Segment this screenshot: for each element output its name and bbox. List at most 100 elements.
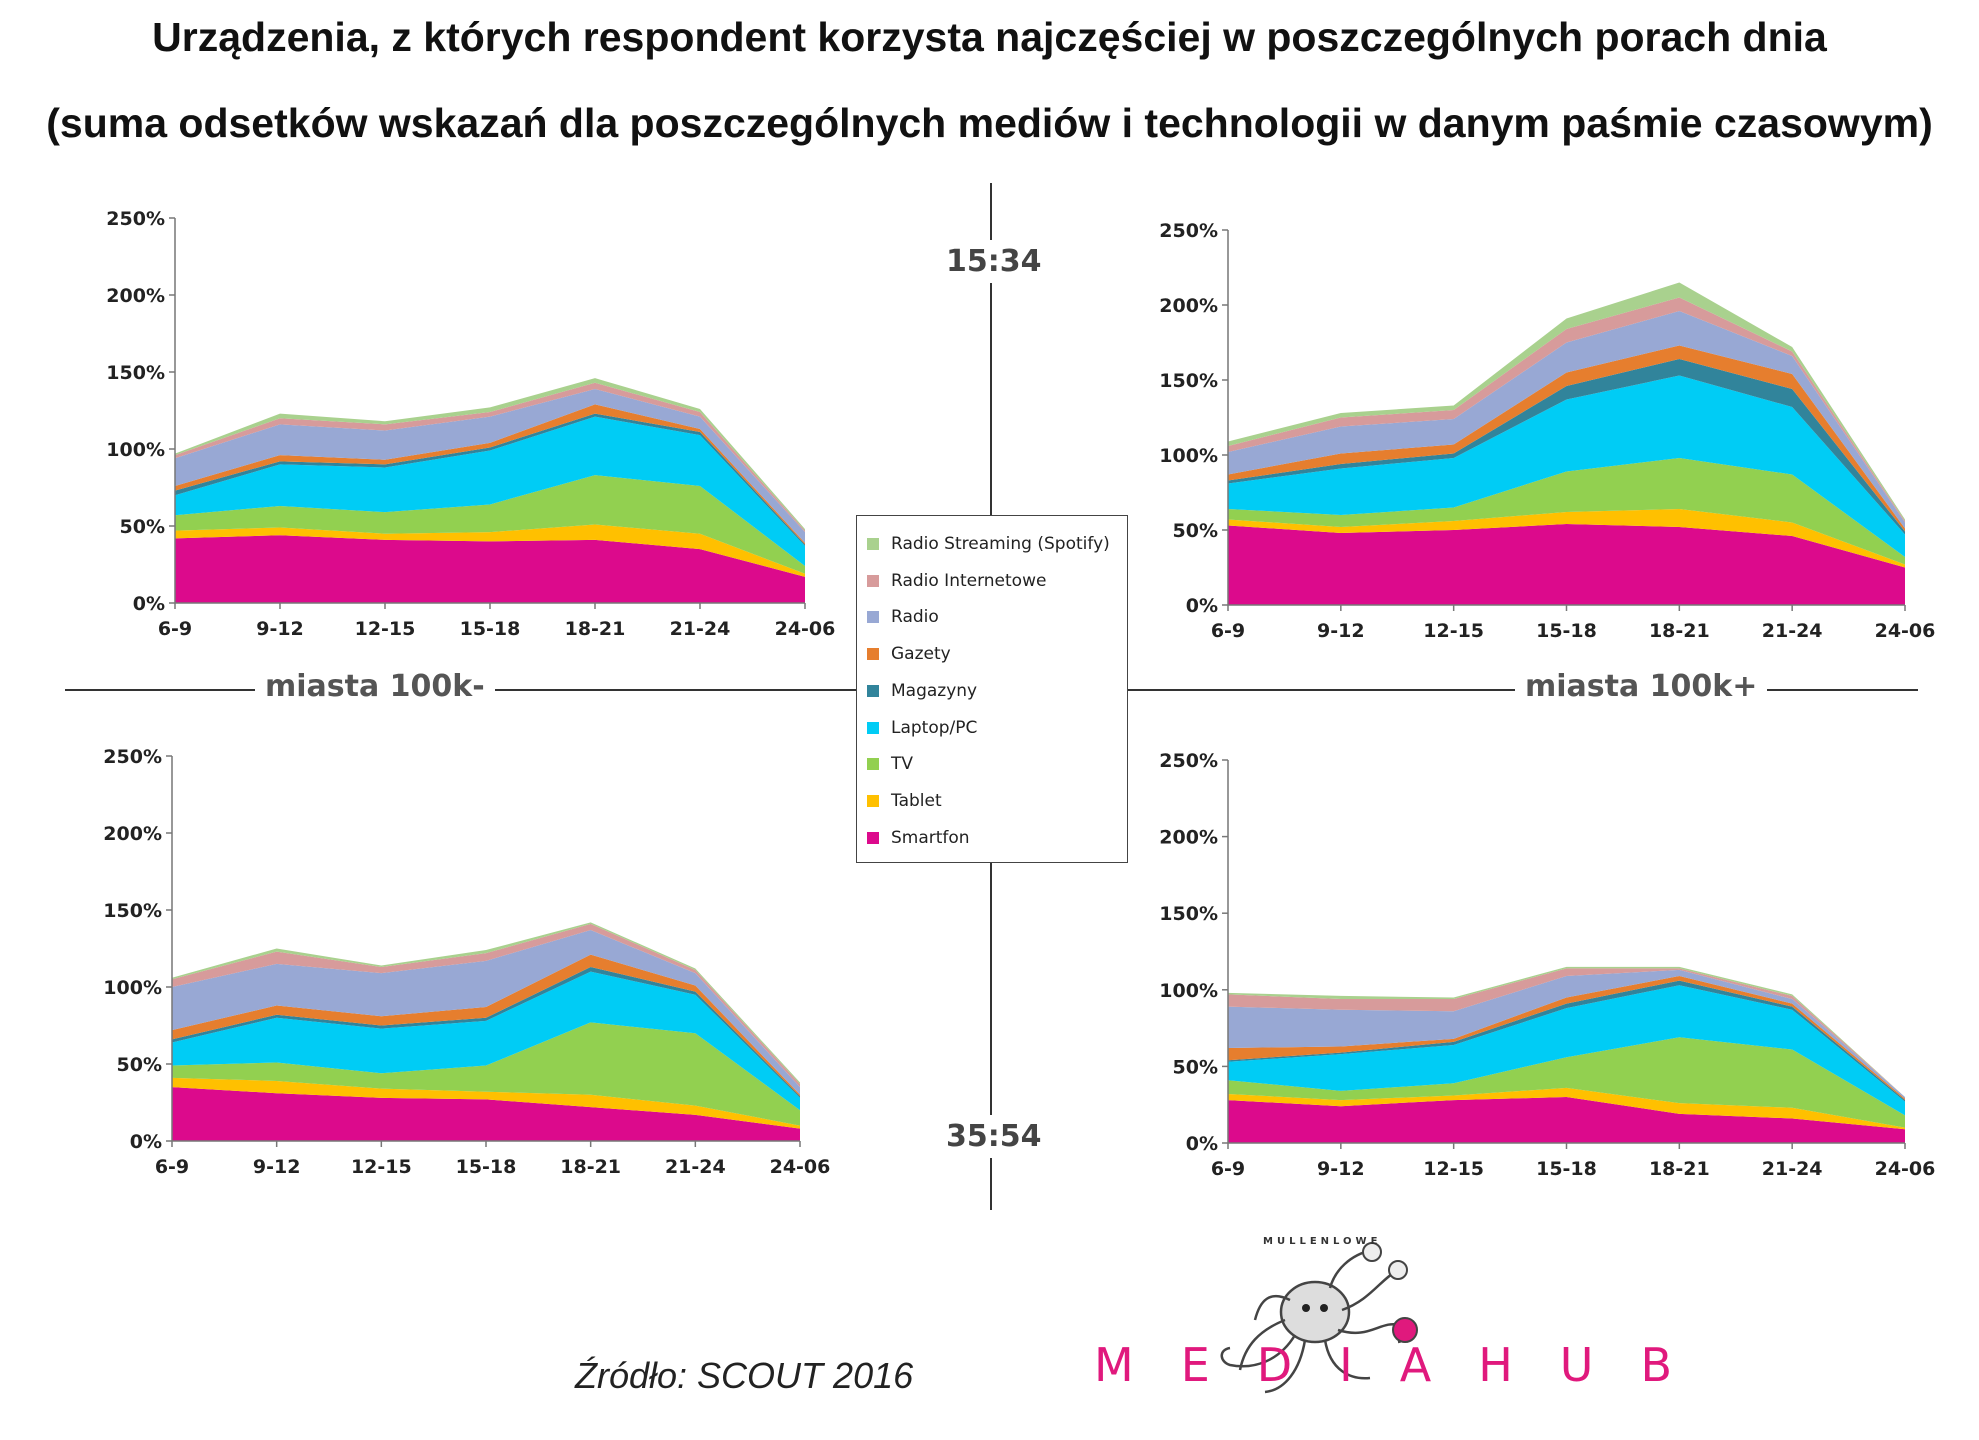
y-tick-label: 150% (1159, 370, 1218, 392)
area-magazyny (1228, 359, 1905, 535)
section-label-left: miasta 100k- (255, 669, 495, 704)
octopus-icon (1220, 1242, 1418, 1394)
area-tablet (172, 1077, 800, 1129)
area-tablet (1228, 509, 1905, 568)
chart-top-left: 0% 50% 100% 150% 200% 250% 6-9 9-12 12-15 15-18 18… (95, 208, 835, 640)
x-tick-label: 24-06 (1875, 1158, 1936, 1180)
legend-label: Smartfon (891, 827, 970, 848)
page-title: Urządzenia, z których respondent korzyst… (152, 14, 1827, 60)
legend-label: Radio Streaming (Spotify) (891, 534, 1110, 554)
chart-top-right: 0% 50% 100% 150% 200% 250% 6-9 9-12 12-15 15-18 18… (1150, 220, 1935, 642)
legend-swatch (867, 831, 879, 844)
x-tick-label: 6-9 (1211, 620, 1245, 642)
legend-label: Magazyny (891, 680, 978, 701)
section-label-right: miasta 100k+ (1515, 669, 1768, 704)
y-tick-label: 0% (130, 1131, 162, 1153)
y-tick-label: 0% (1186, 595, 1218, 617)
legend-item: Radio (867, 603, 939, 631)
legend-item: Laptop/PC (867, 714, 977, 742)
x-tick-label: 15-18 (1536, 1158, 1597, 1180)
x-tick-label: 9-12 (1317, 620, 1365, 642)
y-tick-label: 200% (103, 823, 162, 845)
legend-label: Tablet (891, 790, 942, 811)
legend-item: Smartfon (867, 824, 970, 852)
legend-item: TV (867, 750, 913, 778)
area-laptop-pc (172, 971, 800, 1111)
x-tick-label: 18-21 (1649, 1158, 1710, 1180)
chart-svg: 0% 50% 100% 150% 200% 250% 6-9 9-12 12-15 15-18 18… (106, 208, 835, 640)
area-magazyny (1228, 980, 1905, 1102)
x-tick-label: 9-12 (253, 1156, 301, 1178)
area-radio-internetowe (172, 923, 800, 1088)
y-tick-label: 150% (1159, 903, 1218, 925)
chart-svg: 0% 50% 100% 150% 200% 250% 6-9 9-12 12-15 15-18 18… (1159, 220, 1935, 642)
legend-label: Radio Internetowe (891, 570, 1047, 591)
y-tick-label: 100% (103, 977, 162, 999)
x-tick-label: 18-21 (560, 1156, 621, 1178)
area-radio-internetowe (175, 382, 805, 533)
x-tick-label: 15-18 (456, 1156, 517, 1178)
x-tick-label: 21-24 (1762, 620, 1823, 642)
x-tick-label: 6-9 (158, 618, 192, 640)
x-tick-label: 21-24 (1762, 1158, 1823, 1180)
area-tv (1228, 458, 1905, 565)
x-tick-label: 9-12 (256, 618, 304, 640)
legend-swatch (867, 794, 879, 807)
chart-svg: 0% 50% 100% 150% 200% 250% 6-9 9-12 12-15 15-18 18… (1159, 750, 1935, 1180)
legend-item: Gazety (867, 640, 951, 668)
area-laptop-pc (175, 416, 805, 567)
area-laptop-pc (1228, 985, 1905, 1116)
area-radio (1228, 969, 1905, 1099)
chart-svg: 0% 50% 100% 150% 200% 250% 6-9 9-12 12-15 15-18 18… (103, 746, 830, 1178)
x-tick-label: 9-12 (1317, 1158, 1365, 1180)
x-tick-label: 15-18 (1536, 620, 1597, 642)
age-label-bottom: 35:54 (940, 1115, 1048, 1158)
logo-main-text: MEDIAHUB (1094, 1338, 1720, 1392)
area-tv (172, 1022, 800, 1126)
legend-swatch (867, 758, 879, 771)
x-tick-label: 18-21 (565, 618, 626, 640)
x-tick-label: 24-06 (775, 618, 836, 640)
legend-swatch (867, 538, 879, 550)
area-laptop-pc (1228, 375, 1905, 557)
y-tick-label: 150% (103, 900, 162, 922)
x-tick-label: 6-9 (1211, 1158, 1245, 1180)
x-tick-label: 15-18 (460, 618, 521, 640)
y-tick-label: 50% (120, 516, 165, 538)
x-tick-label: 12-15 (355, 618, 416, 640)
area-radio (172, 930, 800, 1095)
y-tick-label: 250% (106, 208, 165, 230)
source-note: Źródło: SCOUT 2016 (575, 1355, 914, 1396)
area-smartfon (172, 1087, 800, 1141)
y-tick-label: 150% (106, 362, 165, 384)
y-tick-label: 50% (1173, 520, 1218, 542)
y-tick-label: 100% (106, 439, 165, 461)
area-gazety (1228, 976, 1905, 1101)
y-tick-label: 200% (106, 285, 165, 307)
x-tick-label: 6-9 (155, 1156, 189, 1178)
y-tick-label: 200% (1159, 295, 1218, 317)
legend-label: Laptop/PC (891, 717, 978, 738)
y-tick-label: 100% (1159, 445, 1218, 467)
area-smartfon (1228, 1097, 1905, 1143)
legend-swatch (867, 648, 879, 661)
y-tick-label: 0% (133, 593, 165, 615)
chart-bottom-left: 0% 50% 100% 150% 200% 250% 6-9 9-12 12-15 15-18 18… (90, 746, 830, 1178)
legend-label: TV (891, 754, 914, 775)
x-tick-label: 24-06 (770, 1156, 831, 1178)
page-subtitle: (suma odsetków wskazań dla poszczególnyc… (46, 100, 1933, 146)
chart-legend: Radio Streaming (Spotify) Radio Interneto… (856, 515, 1128, 863)
x-tick-label: 24-06 (1875, 620, 1936, 642)
legend-swatch (867, 684, 879, 697)
x-tick-label: 12-15 (1423, 1158, 1484, 1180)
area-tv (175, 475, 805, 574)
legend-swatch (867, 721, 879, 734)
area-tablet (1228, 1087, 1905, 1130)
chart-bottom-right: 0% 50% 100% 150% 200% 250% 6-9 9-12 12-15 15-18 18… (1150, 750, 1935, 1180)
y-tick-label: 0% (1186, 1133, 1218, 1155)
mediahub-logo: MULLENLOWE MEDIAHUB (1080, 1230, 1672, 1410)
x-tick-label: 12-15 (1423, 620, 1484, 642)
area-radio-internetowe (1228, 297, 1905, 523)
area-radio-streaming-spotify- (175, 378, 805, 531)
y-tick-label: 250% (1159, 220, 1218, 242)
